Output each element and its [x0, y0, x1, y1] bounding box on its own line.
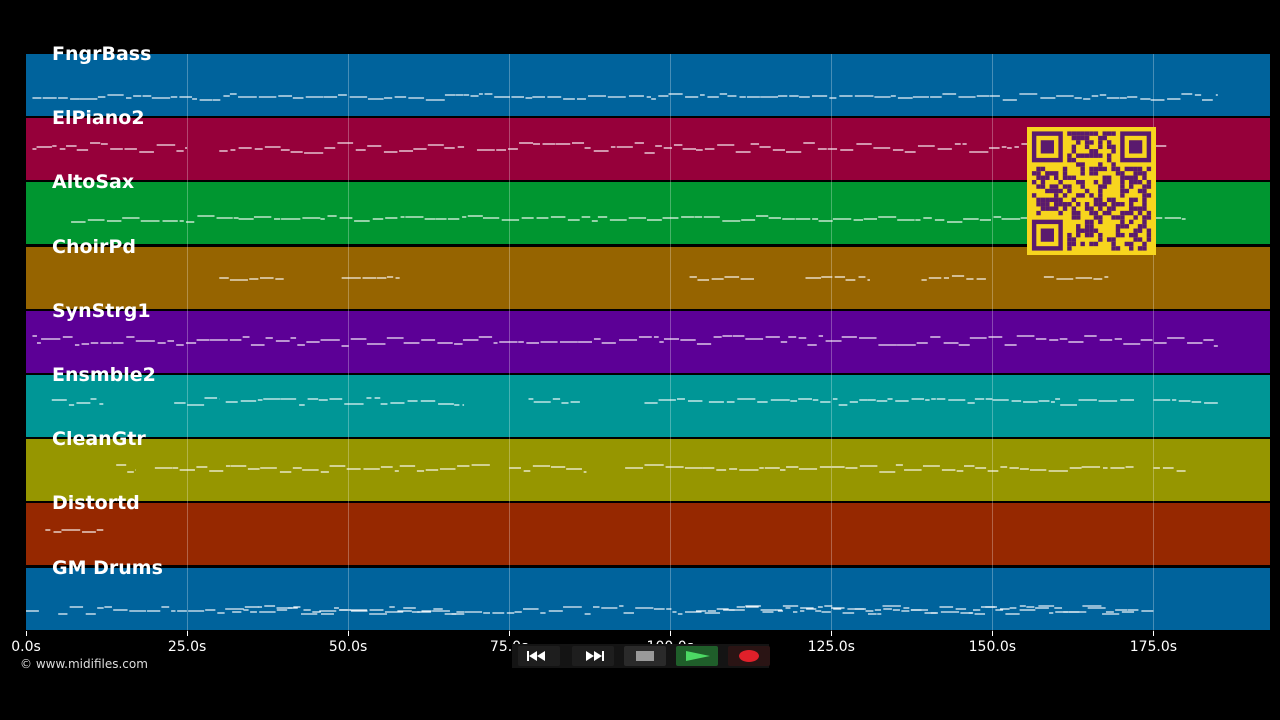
track-cleangtr: CleanGtr — [26, 428, 1270, 502]
track-name-label: AltoSax — [52, 171, 135, 194]
stop-button[interactable] — [624, 646, 666, 666]
fast-forward-button[interactable] — [572, 646, 614, 666]
copyright-text: © www.midifiles.com — [20, 657, 148, 671]
tick-label: 150.0s — [968, 639, 1017, 655]
tick-label: 125.0s — [807, 639, 855, 655]
tick-label: 0.0s — [11, 639, 41, 655]
track-notes — [51, 397, 1218, 406]
track-notes — [32, 335, 1218, 347]
track-choirpd: ChoirPd — [26, 236, 1270, 309]
tick-label: 175.0s — [1129, 639, 1178, 655]
gridline — [187, 54, 189, 631]
track-name-label: Ensmble2 — [52, 364, 156, 386]
gridline — [831, 54, 833, 631]
track-notes — [32, 93, 1218, 101]
track-name-label: ElPiano2 — [52, 107, 145, 130]
tick-label: 50.0s — [328, 639, 368, 655]
tick-mark — [348, 631, 350, 636]
track-notes — [116, 464, 1186, 473]
track-name-label: CleanGtr — [52, 428, 146, 451]
track-name-label: FngrBass — [52, 43, 152, 65]
tick-mark — [831, 631, 833, 636]
qr-code — [1027, 127, 1156, 255]
tick-mark — [187, 631, 189, 636]
track-name-label: SynStrg1 — [52, 299, 151, 322]
gridline — [1153, 54, 1155, 631]
rewind-icon — [527, 651, 545, 661]
tick-mark — [992, 631, 994, 636]
tick-mark — [509, 631, 511, 636]
tick-mark — [1153, 631, 1155, 636]
track-notes — [26, 604, 1154, 615]
track-ensmble2: Ensmble2 — [26, 364, 1270, 437]
transport-bar — [512, 644, 770, 668]
gridline — [992, 54, 994, 631]
play-icon — [686, 651, 710, 661]
gridline — [509, 54, 511, 631]
gridline — [348, 54, 350, 631]
track-notes — [45, 529, 104, 534]
tick-mark — [26, 631, 27, 636]
rewind-button[interactable] — [518, 646, 560, 666]
record-button[interactable] — [728, 646, 770, 666]
track-distortd: Distortd — [26, 492, 1270, 566]
track-fngrbass: FngrBass — [26, 43, 1270, 116]
fast-forward-icon — [586, 651, 604, 661]
track-synstrg1: SynStrg1 — [26, 300, 1270, 373]
gridline — [670, 54, 672, 631]
record-icon — [739, 650, 759, 662]
track-name-label: Distortd — [52, 492, 140, 515]
stop-icon — [636, 651, 654, 661]
track-notes — [71, 215, 1186, 224]
track-notes — [219, 274, 1109, 281]
tick-label: 25.0s — [167, 639, 207, 655]
play-button[interactable] — [676, 646, 718, 666]
track-name-label: ChoirPd — [52, 235, 136, 258]
tick-mark — [670, 631, 672, 636]
track-name-label: GM Drums — [52, 556, 163, 579]
track-gm-drums: GM Drums — [26, 557, 1270, 630]
